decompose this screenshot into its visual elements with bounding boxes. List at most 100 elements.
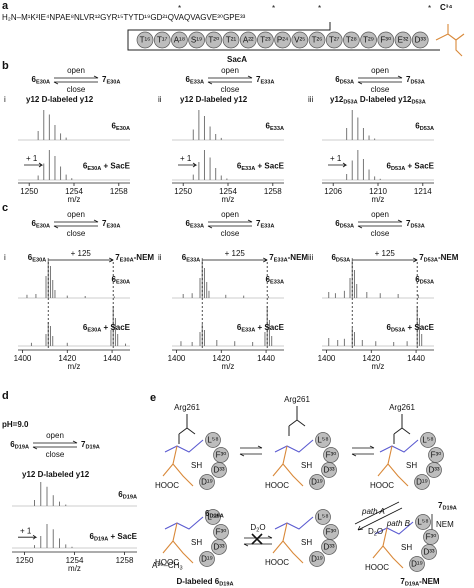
backbone <box>164 439 204 453</box>
reagent-label: NEM <box>436 520 454 529</box>
bead-label: V²⁵ <box>294 36 305 45</box>
trace-label-part: + SacE <box>108 532 137 541</box>
trace-label-part: 6 <box>387 162 392 171</box>
x-tick-label: 1250 <box>20 187 38 196</box>
trace-label: 6E30A + SacE <box>83 162 131 173</box>
bead-label: D¹⁹ <box>311 555 323 564</box>
path-label: path B <box>386 519 411 528</box>
bead-label: T²⁹ <box>363 36 374 45</box>
reagent-label-part: O <box>259 523 265 532</box>
backbone <box>379 439 419 453</box>
methyl-label-part: A¹⁹–CH <box>152 561 180 570</box>
x-tick-label: 1258 <box>110 187 128 196</box>
sh-label: SH <box>301 538 312 547</box>
bead <box>308 31 326 49</box>
bead-label: T²¹ <box>226 36 237 45</box>
numeral: iii <box>308 95 314 104</box>
scheme-from-part: E30A <box>36 80 50 86</box>
bead <box>360 31 377 49</box>
bead-label: S¹⁹ <box>191 36 202 45</box>
scheme-from-part: 6 <box>10 440 15 449</box>
shift-label: + 1 <box>180 154 192 163</box>
scheme-from-part: E33A <box>190 224 204 230</box>
bead-label: L⁵⁸ <box>317 513 328 522</box>
species-label-part: 7 <box>438 501 443 510</box>
bead <box>409 556 425 572</box>
side-chain <box>272 445 304 487</box>
bead <box>415 514 431 530</box>
bead-label: L⁵⁸ <box>207 436 218 445</box>
bead <box>136 31 154 49</box>
trace-label-part: D53A <box>391 166 405 172</box>
scheme-open: open <box>221 210 239 219</box>
asterisk: * <box>178 4 181 13</box>
nem-product: 7E30A-NEM <box>115 253 154 264</box>
sh-label: SH <box>401 543 412 552</box>
scheme-close: close <box>371 85 390 94</box>
scheme-close: close <box>67 85 86 94</box>
panel-label: e <box>150 392 156 404</box>
trace-label: 6E30A <box>112 122 130 133</box>
nem-product-part: E30A <box>120 258 134 264</box>
bead-label: L⁵⁸ <box>317 436 328 445</box>
bead <box>199 551 215 567</box>
trace-label-part: 6 <box>415 275 420 284</box>
nem-product-part: -NEM <box>438 253 459 262</box>
equilibrium-arrow <box>357 75 403 85</box>
bead-label: D¹⁹ <box>411 560 423 569</box>
bead-label: D¹⁹ <box>416 478 428 487</box>
bead-label: F³⁰ <box>326 451 337 460</box>
trace-label-part: 6 <box>112 275 117 284</box>
bead <box>321 539 337 555</box>
mass-shift: + 125 <box>225 249 246 258</box>
equilibrium-arrow <box>207 75 253 85</box>
bead-label: D³³ <box>213 466 224 475</box>
equilibrium-arrow <box>53 75 99 85</box>
trace-label: 6D53A <box>415 122 434 133</box>
trace-label: 6D19A <box>118 490 137 501</box>
trace-label-part: + SacE <box>405 323 434 332</box>
reagent-label-part: 2 <box>256 528 259 534</box>
bead <box>211 539 227 555</box>
scheme-to: 7E30A <box>102 75 120 86</box>
bead-label: P²⁴ <box>277 36 289 45</box>
hooc-label: HOOC <box>365 563 389 572</box>
hooc-label: HOOC <box>265 558 289 567</box>
scheme-close: close <box>221 85 240 94</box>
ion-label: y12 D-labeled y12 <box>26 95 94 104</box>
trace-label-part: 6 <box>237 323 242 332</box>
x-tick-label: 1206 <box>324 187 342 196</box>
scheme-from: 6E33A <box>186 219 204 230</box>
bead-label: A¹⁸ <box>174 36 185 45</box>
x-tick-label: 1400 <box>14 354 32 363</box>
bead-label: F³⁰ <box>426 533 437 542</box>
bead <box>211 462 227 478</box>
nem-start-part: E30A <box>32 258 46 264</box>
bead-label: T²⁸ <box>346 36 357 45</box>
bead-label: D³³ <box>423 548 434 557</box>
scheme-to-part: 7 <box>256 75 261 84</box>
backbone <box>274 516 314 530</box>
nem-start-part: 6 <box>331 253 336 262</box>
side-chain <box>272 522 304 564</box>
mass-arrow <box>48 257 114 263</box>
trace-label-part: E30A <box>87 328 101 334</box>
species-label-part: D19A <box>209 514 223 520</box>
bead-label: L⁵⁸ <box>422 436 433 445</box>
x-tick-label: 1440 <box>103 354 121 363</box>
scheme-to-part: 7 <box>102 219 107 228</box>
bead-label: F³⁰ <box>431 451 442 460</box>
species-label-part: -NEM <box>419 577 440 586</box>
scheme-to-part: 7 <box>102 75 107 84</box>
bead <box>239 31 257 49</box>
trace-label-part: E30A <box>116 280 130 286</box>
scheme-from-part: D19A <box>15 445 29 451</box>
numeral: ii <box>158 95 162 104</box>
trace-label-part: E33A <box>241 328 255 334</box>
ion-label: y12D53A D-labeled y12D53A <box>330 95 426 106</box>
scheme-from: 6D19A <box>10 440 29 451</box>
asterisk: * <box>272 4 275 13</box>
trace-label-part: D53A <box>391 328 405 334</box>
nem-start-part: 6 <box>28 253 33 262</box>
x-axis-label: m/z <box>68 195 81 204</box>
